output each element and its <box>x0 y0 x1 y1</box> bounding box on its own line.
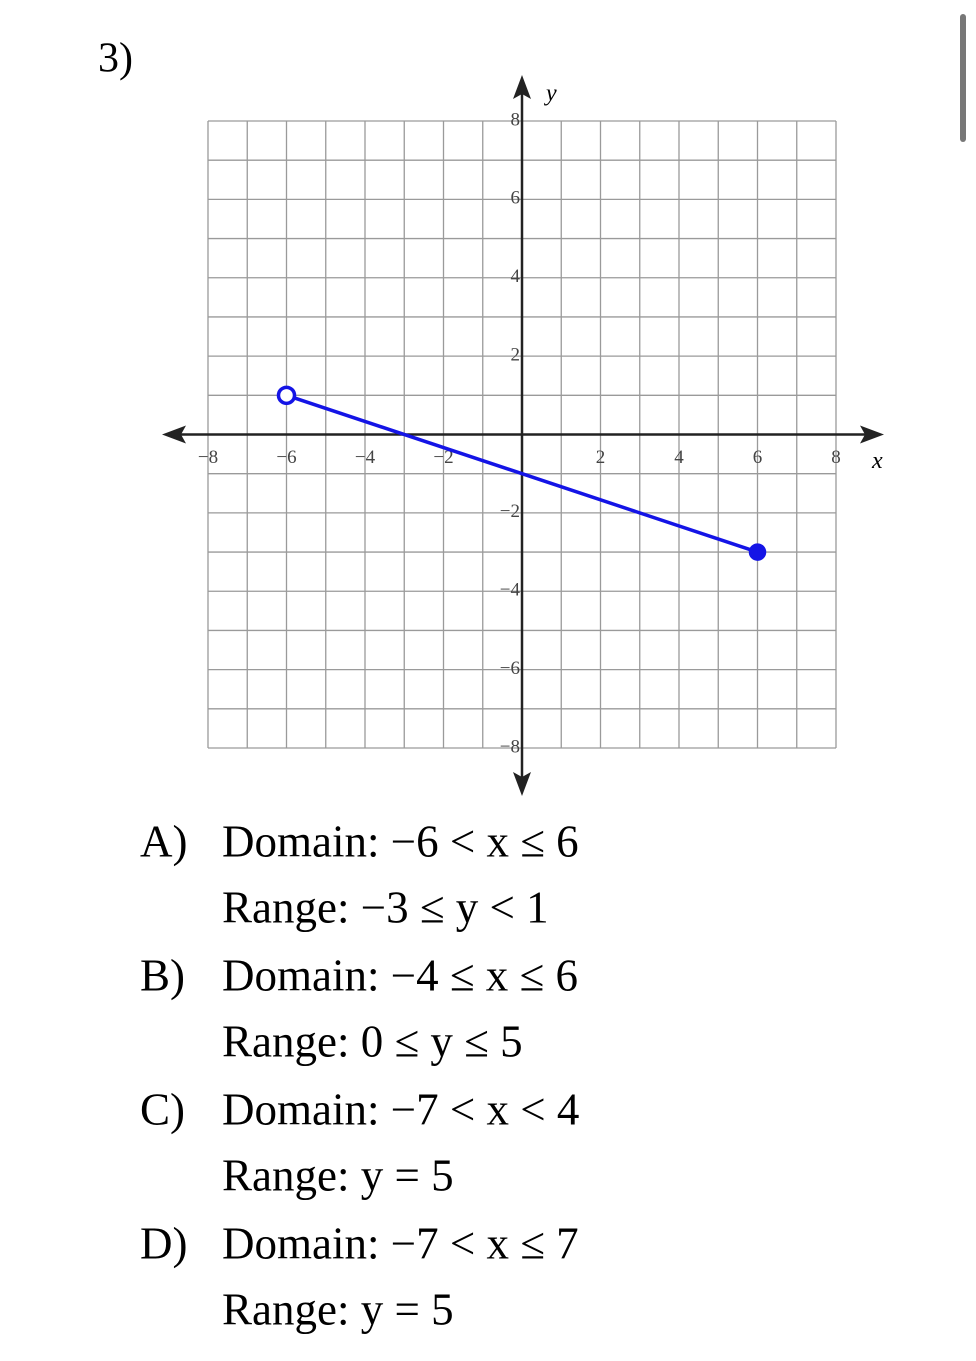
x-tick-label: −2 <box>433 447 453 468</box>
y-tick-label: 8 <box>511 109 521 130</box>
y-tick-label: 4 <box>511 266 521 287</box>
axis-arrow <box>162 425 186 444</box>
x-tick-label: 4 <box>674 447 684 468</box>
graph: −8 −6 −4 −2 2 4 6 8 8 6 4 2 −2 −4 −6 −8 x y <box>162 75 884 796</box>
choice-letter: D) <box>140 1218 187 1268</box>
choice-domain: Domain: −4 ≤ x ≤ 6 <box>222 950 578 1000</box>
choice-range: Range: y = 5 <box>222 1150 454 1200</box>
y-tick-label: −4 <box>500 580 521 601</box>
line <box>285 393 759 554</box>
closed-endpoint <box>748 543 767 561</box>
axis-arrow <box>513 772 531 796</box>
choice-range: Range: 0 ≤ y ≤ 5 <box>222 1016 523 1066</box>
x-tick-label: −6 <box>276 447 296 468</box>
y-tick-label: −8 <box>500 736 520 757</box>
choice-domain: Domain: −7 < x < 4 <box>222 1084 579 1134</box>
x-tick-label: 6 <box>753 447 763 468</box>
choice-letter: B) <box>140 950 185 1000</box>
choice-domain: Domain: −7 < x ≤ 7 <box>222 1218 579 1268</box>
axis-arrow <box>513 75 531 99</box>
y-tick-label: 6 <box>511 188 521 209</box>
y-tick-label: −2 <box>500 501 520 522</box>
question-number: 3) <box>98 36 133 82</box>
answer-choices: A) Domain: −6 < x ≤ 6 Range: −3 ≤ y < 1 B) D… <box>140 816 579 1334</box>
scrollbar[interactable] <box>960 14 966 142</box>
x-axis-label: x <box>871 448 883 474</box>
choice-domain: Domain: −6 < x ≤ 6 <box>222 816 579 866</box>
y-tick-label: 2 <box>511 344 521 365</box>
x-tick-label: 8 <box>831 447 841 468</box>
y-tick-label: −6 <box>500 658 520 679</box>
x-tick-label: −8 <box>198 447 218 468</box>
open-endpoint <box>276 385 297 406</box>
choice-range: Range: y = 5 <box>222 1284 454 1334</box>
choice-letter: C) <box>140 1084 185 1134</box>
choice-letter: A) <box>140 816 187 866</box>
y-axis-label: y <box>544 81 557 107</box>
x-tick-label: −4 <box>355 447 376 468</box>
choice-range: Range: −3 ≤ y < 1 <box>222 882 549 932</box>
x-tick-label: 2 <box>596 447 606 468</box>
axis-arrow <box>860 425 884 444</box>
